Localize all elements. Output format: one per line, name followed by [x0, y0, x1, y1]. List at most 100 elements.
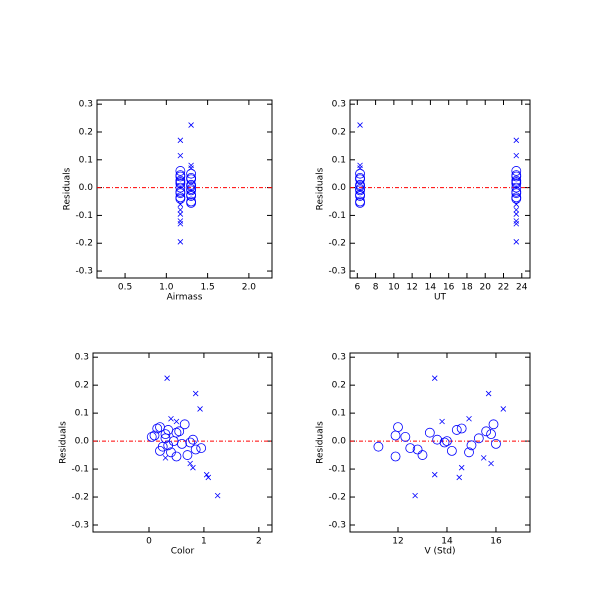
- point: [187, 460, 193, 467]
- point: [146, 432, 157, 442]
- x-tick-label: 6: [354, 283, 360, 293]
- point: [171, 451, 182, 462]
- point: [511, 182, 522, 193]
- point: [432, 434, 443, 445]
- point: [513, 218, 520, 224]
- point: [186, 198, 197, 208]
- x-tick-label: 22: [498, 283, 509, 293]
- point: [177, 201, 184, 208]
- point: [177, 207, 184, 213]
- point: [480, 455, 487, 461]
- point: [188, 165, 194, 171]
- point: [175, 178, 186, 189]
- point: [197, 406, 203, 412]
- point: [175, 175, 186, 186]
- point: [513, 220, 520, 227]
- y-tick-label: -0.3: [75, 267, 93, 277]
- point: [439, 418, 445, 425]
- y-tick-label: 0.3: [79, 100, 93, 110]
- y-tick-label: -0.1: [75, 211, 93, 221]
- point: [511, 170, 522, 180]
- point: [456, 423, 467, 434]
- point: [186, 181, 197, 192]
- point: [186, 184, 197, 194]
- point: [466, 415, 472, 422]
- x-tick-label: 16: [443, 283, 455, 293]
- point: [186, 172, 197, 183]
- x-tick-label: 12: [406, 283, 417, 293]
- point: [511, 186, 522, 197]
- plot-frame: [349, 99, 531, 279]
- y-tick-label: 0.3: [332, 100, 346, 110]
- point: [511, 192, 522, 203]
- point: [355, 181, 365, 192]
- point: [451, 425, 462, 435]
- point: [186, 168, 197, 179]
- y-tick-label: 0.3: [332, 353, 346, 363]
- point: [373, 441, 384, 452]
- plot-frame: [349, 352, 531, 533]
- point: [182, 450, 193, 460]
- y-tick-label: -0.1: [71, 465, 89, 475]
- point: [488, 460, 494, 467]
- point: [488, 419, 499, 430]
- point: [439, 437, 450, 448]
- y-tick-label: 0.0: [79, 183, 94, 193]
- point: [431, 471, 438, 478]
- point: [511, 178, 522, 189]
- point: [424, 427, 435, 438]
- point: [196, 443, 207, 453]
- point: [513, 211, 520, 217]
- y-tick-label: 0.1: [332, 409, 346, 419]
- point: [355, 172, 365, 183]
- y-tick-label: 0.2: [332, 381, 346, 391]
- point: [155, 445, 165, 456]
- plot-frame: [92, 352, 273, 533]
- point: [412, 492, 418, 499]
- point: [511, 166, 522, 176]
- y-tick-label: -0.1: [328, 465, 346, 475]
- y-tick-label: -0.1: [328, 211, 346, 221]
- x-tick-label: 24: [516, 283, 528, 293]
- point: [149, 430, 160, 441]
- x-tick-label: 0: [146, 537, 152, 547]
- point: [405, 443, 416, 453]
- point: [177, 137, 184, 144]
- point: [513, 137, 520, 144]
- point: [431, 375, 438, 381]
- y-tick-label: -0.3: [328, 521, 346, 531]
- point: [513, 201, 520, 208]
- y-tick-label: -0.3: [71, 521, 89, 531]
- point: [175, 170, 186, 180]
- y-tick-label: 0.1: [332, 155, 346, 165]
- point: [442, 436, 452, 447]
- point: [355, 168, 365, 179]
- point: [190, 464, 196, 471]
- point: [513, 239, 520, 245]
- point: [192, 390, 199, 397]
- point: [400, 432, 411, 442]
- y-tick-label: -0.2: [328, 493, 346, 503]
- point: [174, 426, 185, 437]
- point: [357, 162, 363, 169]
- y-tick-label: 0.2: [332, 127, 346, 137]
- point: [481, 426, 492, 437]
- y-tick-label: 0.1: [75, 409, 89, 419]
- x-tick-label: 12: [392, 537, 403, 547]
- x-tick-label: 14: [441, 537, 453, 547]
- x-axis-label: V (Std): [425, 547, 456, 557]
- x-tick-label: 20: [480, 283, 492, 293]
- point: [186, 189, 197, 200]
- point: [417, 450, 428, 460]
- x-axis-label: Airmass: [167, 293, 203, 303]
- point: [177, 218, 184, 224]
- point: [390, 451, 401, 462]
- y-tick-label: 0.0: [332, 183, 347, 193]
- point: [203, 471, 210, 478]
- point: [163, 440, 174, 451]
- x-tick-label: 8: [373, 283, 379, 293]
- point: [177, 438, 187, 449]
- point: [473, 433, 484, 444]
- point: [173, 418, 180, 425]
- point: [513, 152, 520, 159]
